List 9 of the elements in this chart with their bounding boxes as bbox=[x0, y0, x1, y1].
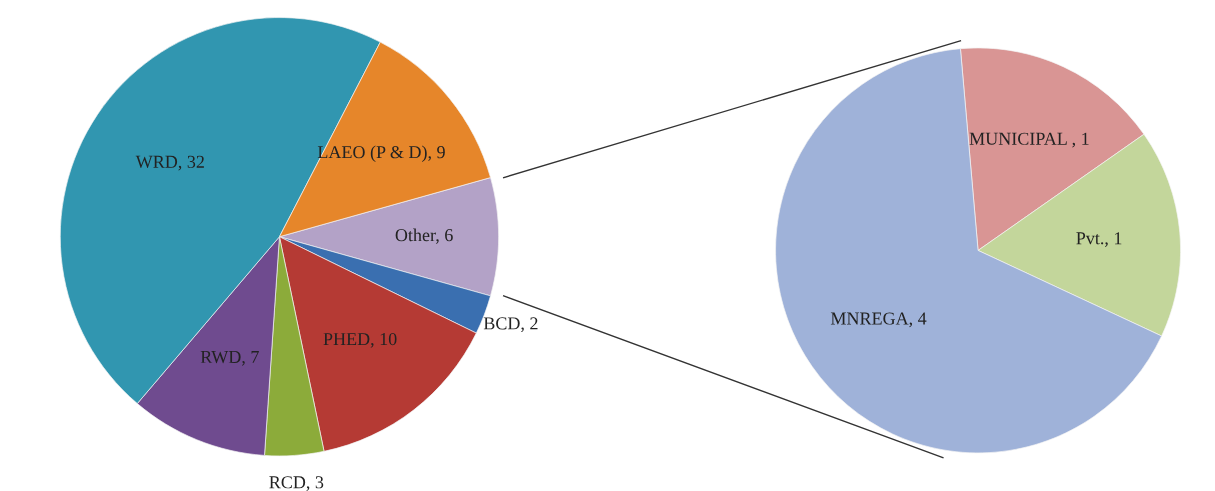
slice-label: Other, 6 bbox=[395, 228, 453, 244]
slice-label: BCD, 2 bbox=[483, 317, 538, 333]
slice-label: MUNICIPAL , 1 bbox=[969, 132, 1089, 148]
slice-label: WRD, 32 bbox=[135, 155, 204, 171]
slice-label: PHED, 10 bbox=[323, 332, 397, 348]
slice-label: RWD, 7 bbox=[200, 351, 259, 366]
slice-label: MNREGA, 4 bbox=[830, 312, 927, 328]
slice-label: RCD, 3 bbox=[269, 476, 324, 491]
slice-label: Pvt., 1 bbox=[1076, 232, 1122, 247]
